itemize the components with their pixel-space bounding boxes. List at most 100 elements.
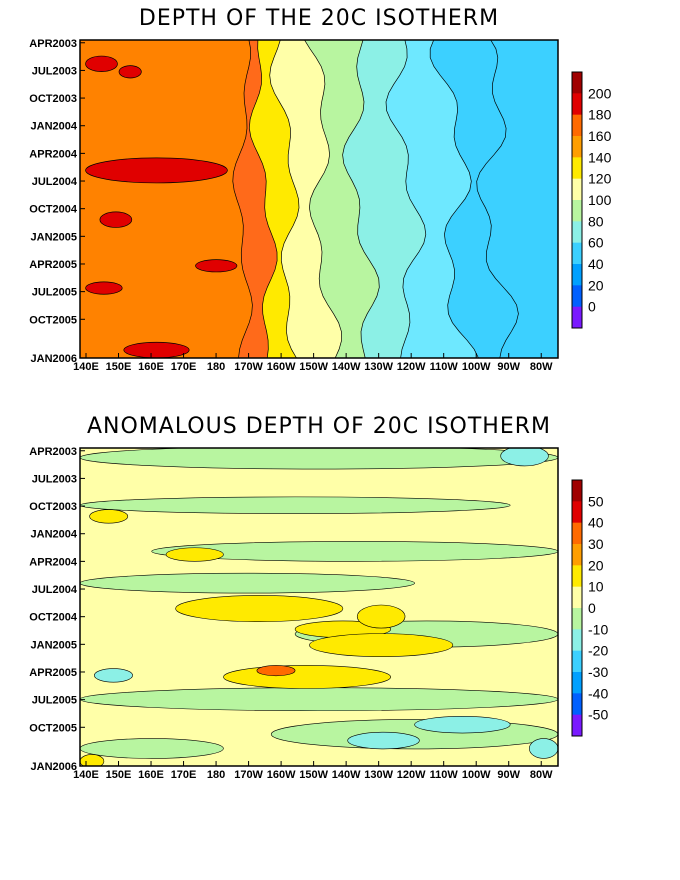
bottom-chart-x-tick-label: 150E (106, 769, 132, 781)
bottom-chart-anomaly-patch (80, 448, 558, 470)
bottom-chart-x-tick-label: 170E (171, 769, 197, 781)
bottom-chart-x-tick-label: 90W (497, 769, 520, 781)
top-chart-colorbar-label: 140 (588, 149, 612, 165)
bottom-chart-anomaly-patch (356, 604, 406, 629)
top-chart-colorbar-label: 80 (588, 213, 604, 229)
bottom-chart-x-tick-label: 120W (397, 769, 426, 781)
top-chart-colorbar-swatch (572, 72, 582, 94)
bottom-chart-anomaly-patch (256, 665, 296, 677)
top-chart-hot-patch (99, 211, 133, 228)
top-chart-colorbar-label: 0 (588, 299, 596, 315)
top-chart-y-tick-label: JAN2004 (31, 121, 78, 133)
bottom-chart-colorbar-label: 0 (588, 600, 596, 616)
bottom-chart-colorbar-swatch (572, 565, 582, 588)
top-chart-frame (79, 39, 559, 359)
bottom-chart-colorbar-label: 40 (588, 515, 604, 531)
bottom-chart-y-tick-label: JAN2004 (31, 529, 78, 541)
bottom-chart-y-tick-label: OCT2004 (29, 612, 78, 624)
bottom-chart: ANOMALOUS DEPTH OF 20C ISOTHERM APR2003 J… (29, 414, 608, 781)
top-chart-colorbar-swatch (572, 114, 582, 137)
top-chart-y-tick-label: JUL2005 (32, 287, 77, 299)
bottom-chart-anomaly-patch (414, 715, 511, 734)
bottom-chart-y-tick-label: APR2003 (29, 446, 77, 458)
top-chart-colorbar-label: 180 (588, 107, 612, 123)
bottom-chart-colorbar-swatch (572, 714, 582, 737)
top-chart-hot-patch (85, 157, 228, 184)
bottom-chart-title: ANOMALOUS DEPTH OF 20C ISOTHERM (87, 414, 551, 439)
bottom-chart-x-tick-label: 150W (299, 769, 328, 781)
top-chart-colorbar-label: 60 (588, 235, 604, 251)
top-chart-title: DEPTH OF THE 20C ISOTHERM (139, 6, 499, 31)
top-chart-y-tick-label: APR2004 (29, 148, 78, 160)
bottom-chart-colorbar-label: 30 (588, 536, 604, 552)
top-chart-colorbar-label: 40 (588, 256, 604, 272)
top-chart-colorbar-label: 20 (588, 277, 604, 293)
bottom-chart-x-tick-label: 160E (138, 769, 164, 781)
bottom-chart-colorbar-label: -40 (588, 685, 608, 701)
bottom-chart-anomaly-patch (80, 572, 415, 594)
bottom-chart-colorbar-label: 20 (588, 557, 604, 573)
top-chart-x-tick-label: 170E (171, 361, 197, 373)
bottom-chart-x-tick-label: 160W (267, 769, 296, 781)
top-chart-colorbar-swatch (572, 200, 582, 222)
bottom-chart-colorbar-label: -20 (588, 643, 608, 659)
top-chart-hot-patch (85, 281, 123, 295)
top-chart-y-tick-label: OCT2003 (29, 93, 77, 105)
top-chart-y-tick-label: APR2003 (29, 38, 77, 50)
bottom-chart-anomaly-patch (175, 595, 344, 623)
bottom-chart-y-tick-label: OCT2005 (29, 722, 77, 734)
top-chart-colorbar-swatch (572, 306, 582, 329)
bottom-chart-x-tick-label: 170W (234, 769, 263, 781)
bottom-chart-y-axis: APR2003 JUL2003 OCT2003 JAN2004 APR2004 JUL20… (29, 446, 85, 773)
top-chart-colorbar-swatch (572, 285, 582, 308)
bottom-chart-x-tick-label: 110W (430, 769, 459, 781)
bottom-chart-colorbar-label: 50 (588, 493, 604, 509)
top-chart-y-tick-label: JAN2005 (31, 231, 77, 243)
bottom-chart-frame (79, 447, 559, 767)
bottom-chart-anomaly-patch (89, 509, 129, 524)
top-chart-contour-band (476, 40, 558, 358)
bottom-chart-anomaly-patch (151, 541, 558, 562)
bottom-chart-y-tick-label: APR2005 (29, 667, 77, 679)
top-chart-colorbar-frame (571, 71, 583, 329)
top-chart-y-tick-label: JAN2006 (31, 353, 77, 365)
top-chart-colorbar-label: 120 (588, 171, 612, 187)
top-chart-x-tick-label: 90W (497, 361, 520, 373)
top-chart-x-tick-label: 170W (234, 361, 263, 373)
bottom-chart-anomaly-patch (309, 633, 454, 657)
bottom-chart-y-tick-label: JAN2005 (31, 639, 77, 651)
top-chart-x-tick-label: 130W (364, 361, 393, 373)
bottom-chart-colorbar-swatch (572, 501, 582, 524)
bottom-chart-x-tick-label: 130W (364, 769, 393, 781)
bottom-chart-anomaly-patch (165, 547, 224, 562)
top-chart-hot-patch (195, 259, 238, 273)
bottom-chart-colorbar-swatch (572, 629, 582, 652)
top-chart-x-tick-label: 150W (299, 361, 328, 373)
top-chart-y-tick-label: JUL2003 (32, 65, 77, 77)
top-chart-colorbar-swatch (572, 178, 582, 201)
bottom-chart-y-tick-label: JUL2003 (32, 473, 77, 485)
bottom-chart-colorbar-frame (571, 479, 583, 737)
bottom-chart-anomaly-patch (500, 448, 549, 467)
bottom-chart-y-tick-label: APR2004 (29, 556, 78, 568)
bottom-chart-colorbar: 50 40 30 20 10 0 -10 -20 -30 -40 -50 (571, 479, 608, 737)
top-chart-colorbar-label: 200 (588, 85, 612, 101)
top-chart-x-tick-label: 160E (138, 361, 164, 373)
bottom-chart-anomaly-patch (94, 668, 133, 683)
top-chart-colorbar-swatch (572, 264, 582, 286)
bottom-chart-anomaly-patch (80, 738, 224, 759)
top-chart-colorbar-swatch (572, 221, 582, 244)
top-chart-x-tick-label: 100W (462, 361, 491, 373)
top-chart-colorbar-swatch (572, 136, 582, 158)
bottom-chart-anomaly-patch (529, 738, 558, 759)
bottom-chart-x-tick-label: 140W (332, 769, 361, 781)
bottom-chart-colorbar-label: -10 (588, 621, 608, 637)
bottom-chart-y-tick-label: JAN2006 (31, 761, 77, 773)
bottom-chart-colorbar-swatch (572, 608, 582, 630)
top-chart-x-tick-label: 110W (430, 361, 459, 373)
top-chart-colorbar-swatch (572, 93, 582, 116)
top-chart-hot-patch (118, 65, 142, 79)
bottom-chart-field (80, 448, 558, 766)
bottom-chart-colorbar-swatch (572, 586, 582, 609)
top-chart-x-tick-label: 120W (397, 361, 426, 373)
